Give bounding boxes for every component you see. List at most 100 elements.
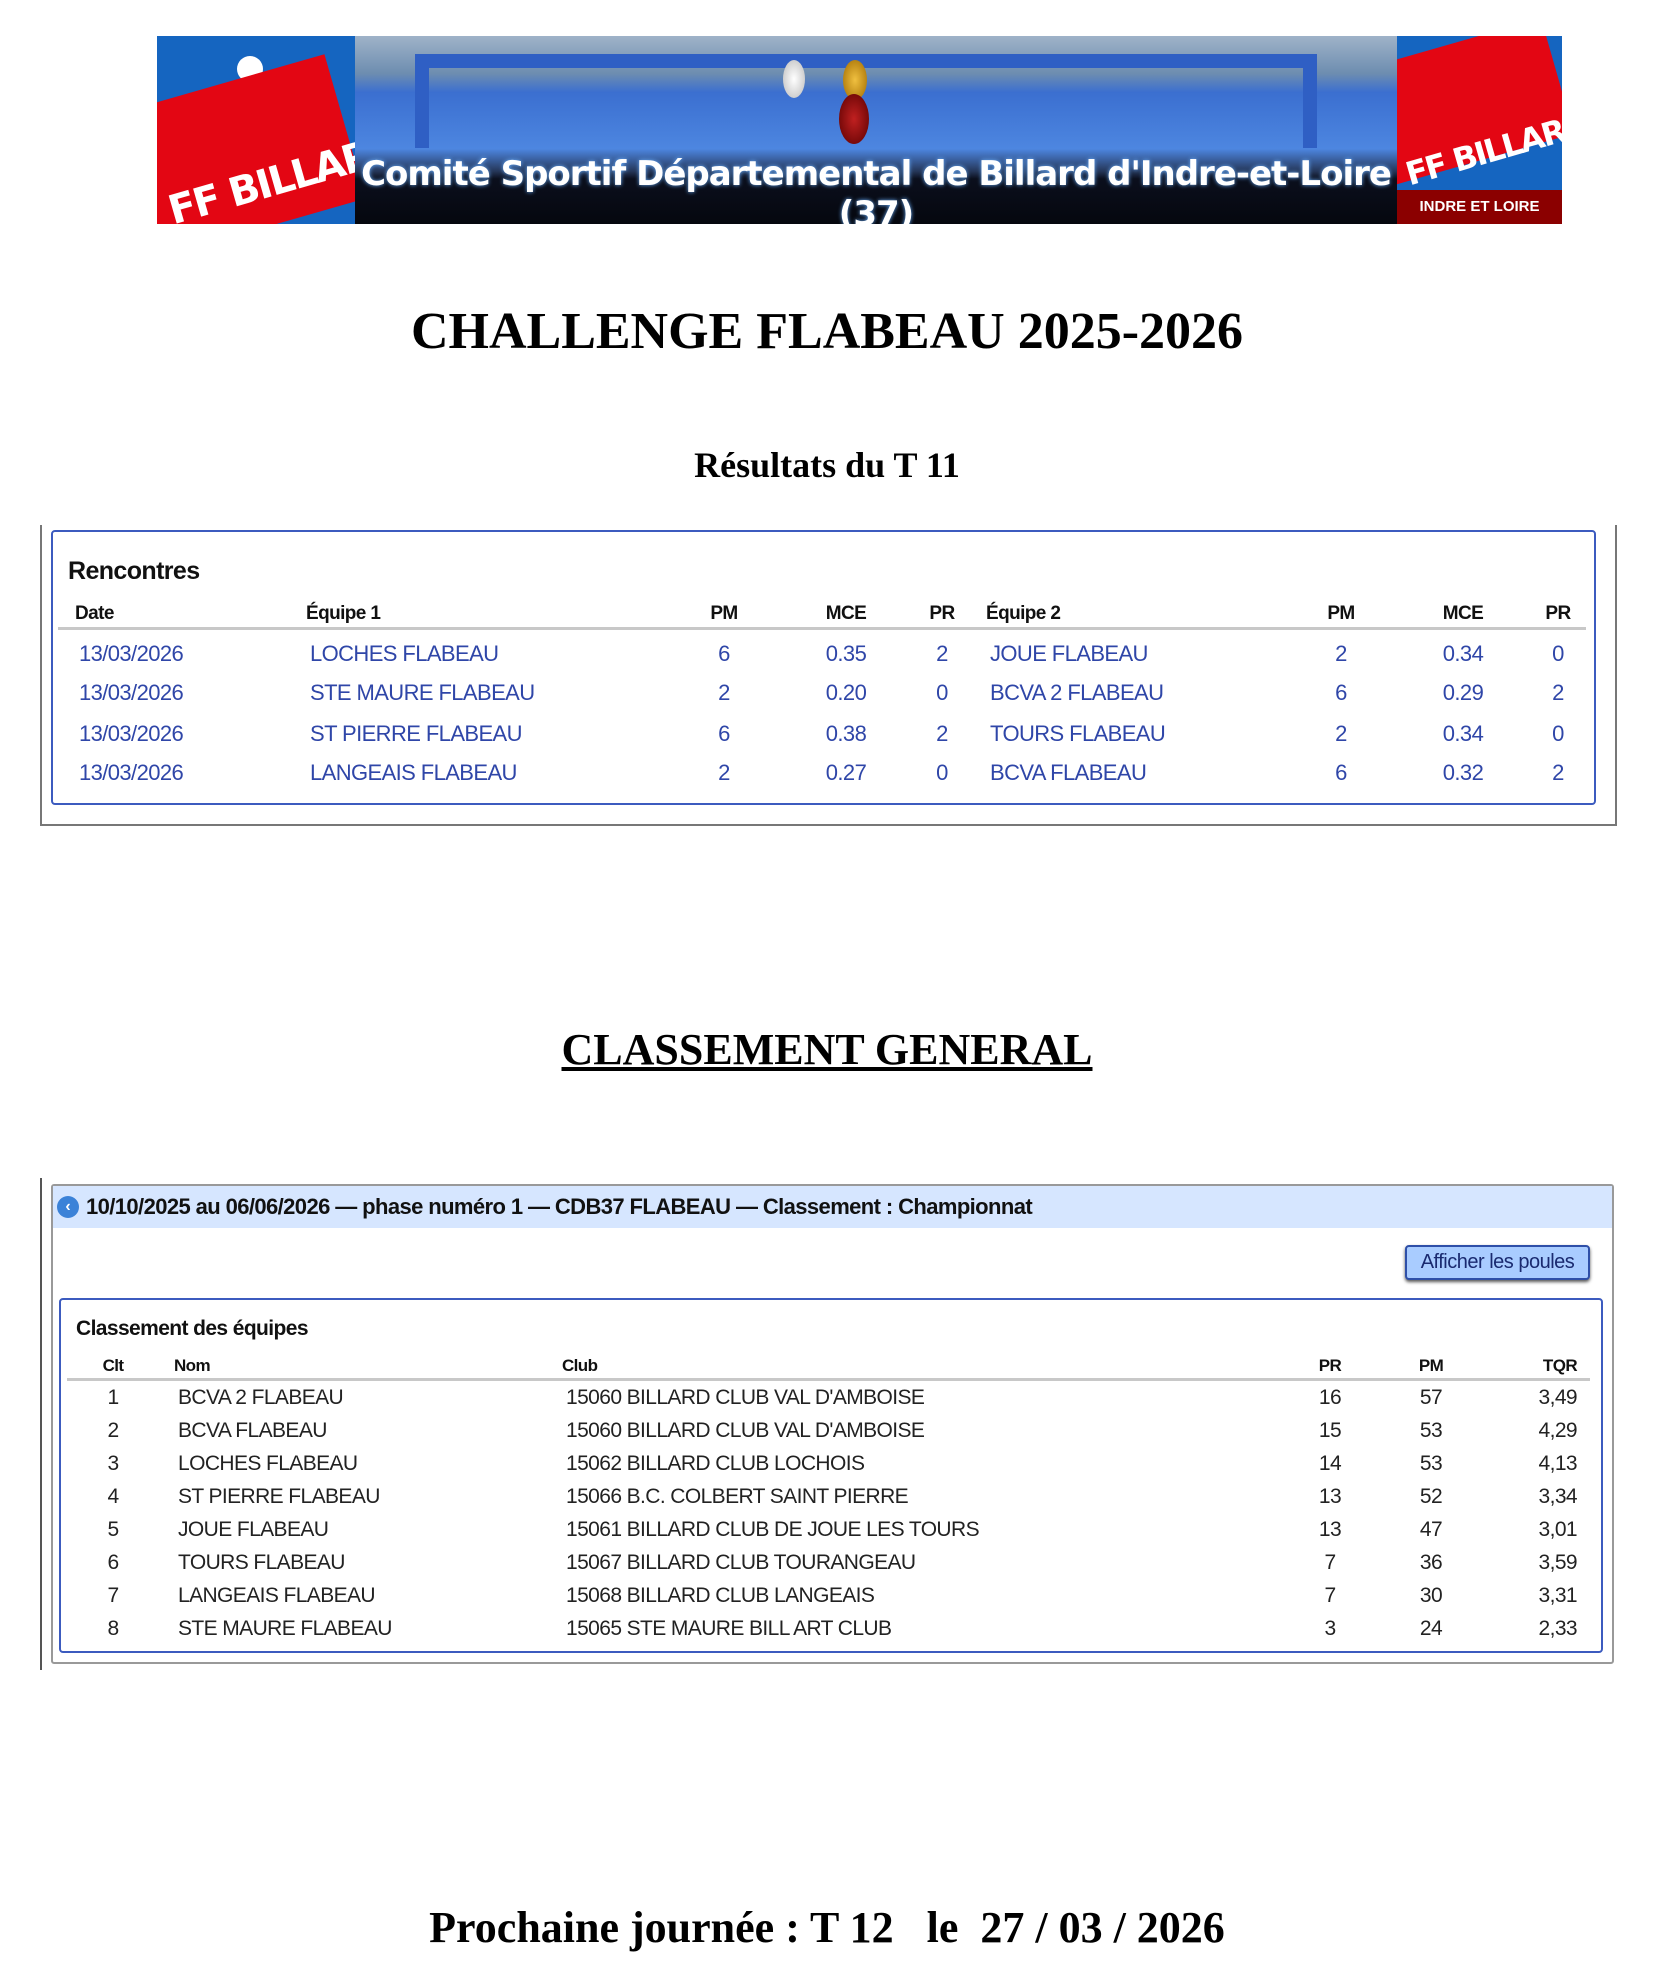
classement-nom: JOUE FLABEAU bbox=[178, 1518, 329, 1541]
rencontre-equipe2[interactable]: BCVA FLABEAU bbox=[990, 760, 1147, 785]
classement-clt: 8 bbox=[107, 1617, 119, 1640]
rencontre-pr1: 2 bbox=[936, 721, 948, 746]
classement-pm: 47 bbox=[1419, 1518, 1443, 1541]
classement-frame-line bbox=[40, 1178, 42, 1670]
rencontres-col-pr2: PR bbox=[1545, 603, 1571, 624]
classement-header: 10/10/2025 au 06/06/2026 — phase numéro … bbox=[86, 1194, 1033, 1219]
rencontre-pr2: 0 bbox=[1552, 641, 1564, 666]
page-subtitle: Résultats du T 11 bbox=[694, 445, 960, 485]
banner-caption: Comité Sportif Départemental de Billard … bbox=[361, 154, 1392, 224]
rencontre-mce1: 0.35 bbox=[825, 641, 867, 666]
classement-nom: LOCHES FLABEAU bbox=[178, 1452, 358, 1475]
classement-pr: 15 bbox=[1318, 1419, 1342, 1442]
classement-col-tqr: TQR bbox=[1542, 1356, 1578, 1375]
rencontre-pr1: 0 bbox=[936, 680, 948, 705]
rencontres-col-pm1: PM bbox=[710, 603, 738, 624]
classement-col-nom: Nom bbox=[174, 1356, 211, 1375]
classement-club: 15061 BILLARD CLUB DE JOUE LES TOURS bbox=[566, 1518, 980, 1541]
rencontres-frame bbox=[40, 525, 1617, 826]
rencontre-equipe1[interactable]: ST PIERRE FLABEAU bbox=[310, 721, 523, 746]
rencontre-pm2: 2 bbox=[1335, 721, 1347, 746]
rencontre-equipe2[interactable]: JOUE FLABEAU bbox=[990, 641, 1148, 666]
classement-nom: TOURS FLABEAU bbox=[178, 1551, 345, 1574]
rencontre-mce2: 0.34 bbox=[1442, 641, 1484, 666]
classement-pm: 53 bbox=[1419, 1419, 1443, 1442]
classement-pm: 24 bbox=[1419, 1617, 1443, 1640]
rencontre-pr1: 0 bbox=[936, 760, 948, 785]
rencontres-col-mce1: MCE bbox=[825, 603, 867, 624]
classement-tqr: 3,01 bbox=[1538, 1518, 1578, 1541]
rencontres-col-date: Date bbox=[75, 603, 114, 624]
classement-header-bar bbox=[53, 1186, 1612, 1228]
back-arrow-circle-icon[interactable]: ‹ bbox=[57, 1196, 79, 1218]
rencontre-pm1: 2 bbox=[718, 680, 730, 705]
classement-clt: 6 bbox=[107, 1551, 119, 1574]
rencontre-date: 13/03/2026 bbox=[79, 721, 184, 746]
classement-tqr: 3,59 bbox=[1538, 1551, 1578, 1574]
classement-clt: 7 bbox=[107, 1584, 119, 1607]
page-title: CHALLENGE FLABEAU 2025-2026 bbox=[410, 303, 1244, 360]
classement-pr: 3 bbox=[1324, 1617, 1336, 1640]
rencontres-heading: Rencontres bbox=[68, 557, 200, 585]
rencontre-equipe2[interactable]: BCVA 2 FLABEAU bbox=[990, 680, 1164, 705]
ff-billard-logo-right: FF BILLARD INDRE ET LOIRE bbox=[1397, 36, 1562, 224]
classement-pm: 30 bbox=[1419, 1584, 1443, 1607]
rencontre-equipe2[interactable]: TOURS FLABEAU bbox=[990, 721, 1166, 746]
classement-col-clt: Clt bbox=[102, 1356, 124, 1375]
rencontre-pm2: 6 bbox=[1335, 760, 1347, 785]
classement-clt: 3 bbox=[107, 1452, 119, 1475]
classement-tqr: 3,31 bbox=[1538, 1584, 1578, 1607]
rencontre-pr2: 0 bbox=[1552, 721, 1564, 746]
classement-clt: 2 bbox=[107, 1419, 119, 1442]
classement-nom: BCVA FLABEAU bbox=[178, 1419, 327, 1442]
rencontre-pm1: 6 bbox=[718, 641, 730, 666]
classement-equipes-panel bbox=[59, 1298, 1603, 1653]
classement-pm: 57 bbox=[1419, 1386, 1443, 1409]
classement-pr: 7 bbox=[1324, 1584, 1336, 1607]
ff-billard-logo-left: FF BILLARD bbox=[157, 36, 355, 224]
classement-clt: 5 bbox=[107, 1518, 119, 1541]
rencontres-col-pm2: PM bbox=[1327, 603, 1355, 624]
classement-clt: 1 bbox=[107, 1386, 119, 1409]
rencontre-mce2: 0.29 bbox=[1442, 680, 1484, 705]
billiard-table-image bbox=[355, 36, 1397, 224]
classement-pm: 36 bbox=[1419, 1551, 1443, 1574]
classement-equipes-heading: Classement des équipes bbox=[76, 1317, 309, 1340]
rencontre-equipe1[interactable]: STE MAURE FLABEAU bbox=[310, 680, 535, 705]
rencontre-pm1: 2 bbox=[718, 760, 730, 785]
classement-title: CLASSEMENT GENERAL bbox=[561, 1025, 1093, 1074]
classement-pr: 7 bbox=[1324, 1551, 1336, 1574]
rencontre-equipe1[interactable]: LANGEAIS FLABEAU bbox=[310, 760, 517, 785]
rencontres-col-mce2: MCE bbox=[1442, 603, 1484, 624]
classement-pr: 16 bbox=[1318, 1386, 1342, 1409]
classement-col-club: Club bbox=[562, 1356, 598, 1375]
afficher-les-poules-button[interactable]: Afficher les poules bbox=[1405, 1245, 1590, 1280]
classement-pr: 13 bbox=[1318, 1485, 1342, 1508]
classement-nom: LANGEAIS FLABEAU bbox=[178, 1584, 376, 1607]
classement-col-pm: PM bbox=[1418, 1356, 1444, 1375]
rencontre-pm2: 6 bbox=[1335, 680, 1347, 705]
rencontre-date: 13/03/2026 bbox=[79, 760, 184, 785]
classement-pr: 13 bbox=[1318, 1518, 1342, 1541]
rencontre-pr2: 2 bbox=[1552, 680, 1564, 705]
classement-nom: ST PIERRE FLABEAU bbox=[178, 1485, 380, 1508]
classement-pm: 53 bbox=[1419, 1452, 1443, 1475]
classement-club: 15067 BILLARD CLUB TOURANGEAU bbox=[566, 1551, 916, 1574]
classement-tqr: 4,13 bbox=[1538, 1452, 1578, 1475]
rencontre-mce1: 0.38 bbox=[825, 721, 867, 746]
classement-nom: STE MAURE FLABEAU bbox=[178, 1617, 392, 1640]
rencontres-col-equipe2: Équipe 2 bbox=[986, 603, 1061, 624]
classement-club: 15062 BILLARD CLUB LOCHOIS bbox=[566, 1452, 865, 1475]
rencontre-date: 13/03/2026 bbox=[79, 680, 184, 705]
rencontre-pm2: 2 bbox=[1335, 641, 1347, 666]
rencontre-equipe1[interactable]: LOCHES FLABEAU bbox=[310, 641, 499, 666]
classement-club: 15060 BILLARD CLUB VAL D'AMBOISE bbox=[566, 1386, 925, 1409]
rencontres-col-equipe1: Équipe 1 bbox=[306, 603, 381, 624]
logo-subtitle: INDRE ET LOIRE bbox=[1397, 190, 1562, 224]
rencontre-mce1: 0.27 bbox=[825, 760, 867, 785]
classement-pr: 14 bbox=[1318, 1452, 1342, 1475]
classement-col-pr: PR bbox=[1318, 1356, 1342, 1375]
classement-tqr: 3,34 bbox=[1538, 1485, 1578, 1508]
rencontre-mce2: 0.32 bbox=[1442, 760, 1484, 785]
